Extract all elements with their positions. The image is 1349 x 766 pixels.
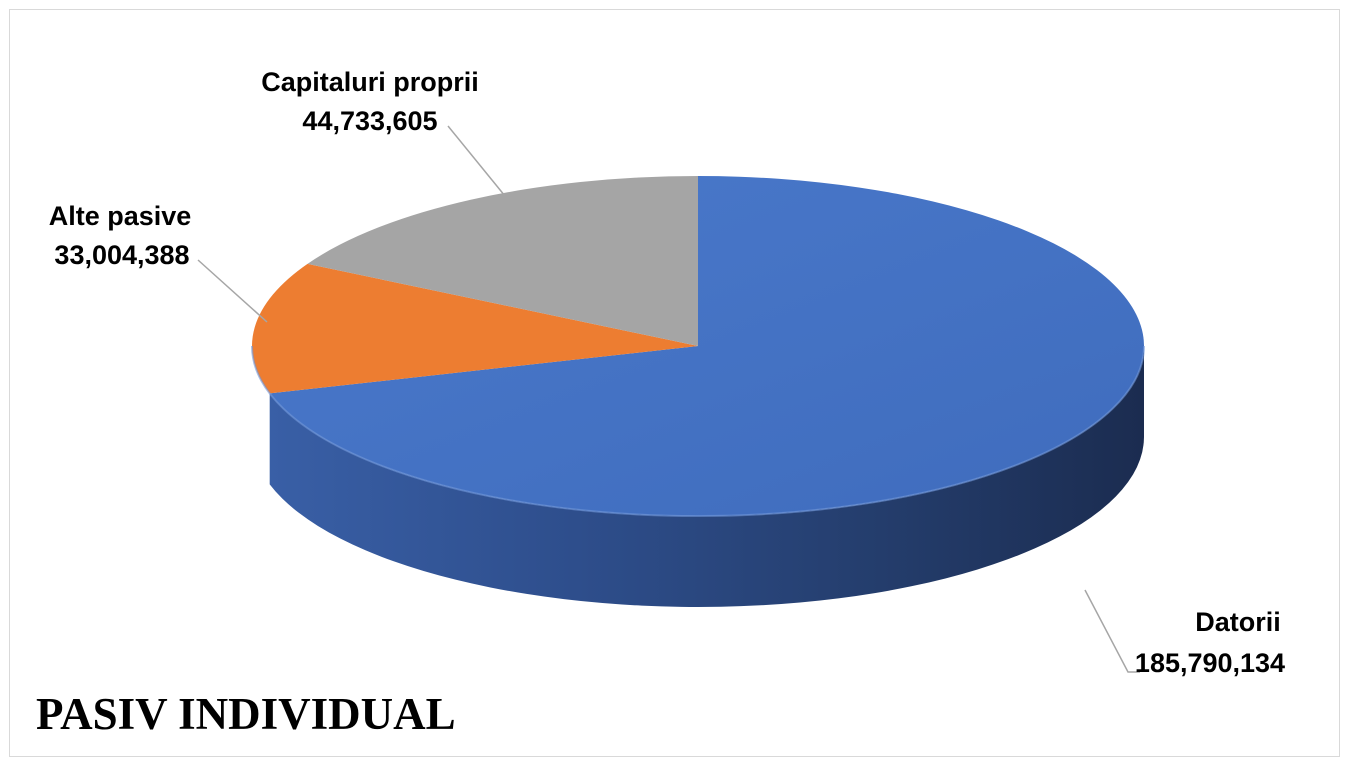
slice-alte-pasive bbox=[251, 263, 698, 394]
pie-rim-highlight bbox=[251, 345, 1145, 517]
slice-capitaluri-proprii bbox=[307, 176, 698, 346]
data-labels: Datorii 185,790,134 Alte pasive 33,004,3… bbox=[49, 67, 1285, 678]
leader-lines bbox=[197, 125, 1140, 673]
label-alte-pasive-name: Alte pasive bbox=[49, 201, 192, 231]
leader-line-capitaluri-proprii bbox=[447, 125, 506, 197]
pie-top-layer bbox=[251, 176, 1145, 517]
slice-datorii bbox=[269, 176, 1144, 517]
chart-title: PASIV INDIVIDUAL bbox=[36, 689, 456, 739]
label-datorii-value: 185,790,134 bbox=[1135, 648, 1285, 678]
label-alte-pasive-value: 33,004,388 bbox=[54, 240, 189, 270]
label-capitaluri-value: 44,733,605 bbox=[302, 106, 437, 136]
label-datorii-name: Datorii bbox=[1195, 607, 1281, 637]
slice-side-datorii bbox=[269, 346, 1144, 607]
pie-side-layer bbox=[269, 346, 1144, 607]
leader-line-datorii bbox=[1084, 589, 1140, 673]
leader-line-alte-pasive bbox=[197, 259, 268, 323]
label-capitaluri-name: Capitaluri proprii bbox=[261, 67, 479, 97]
